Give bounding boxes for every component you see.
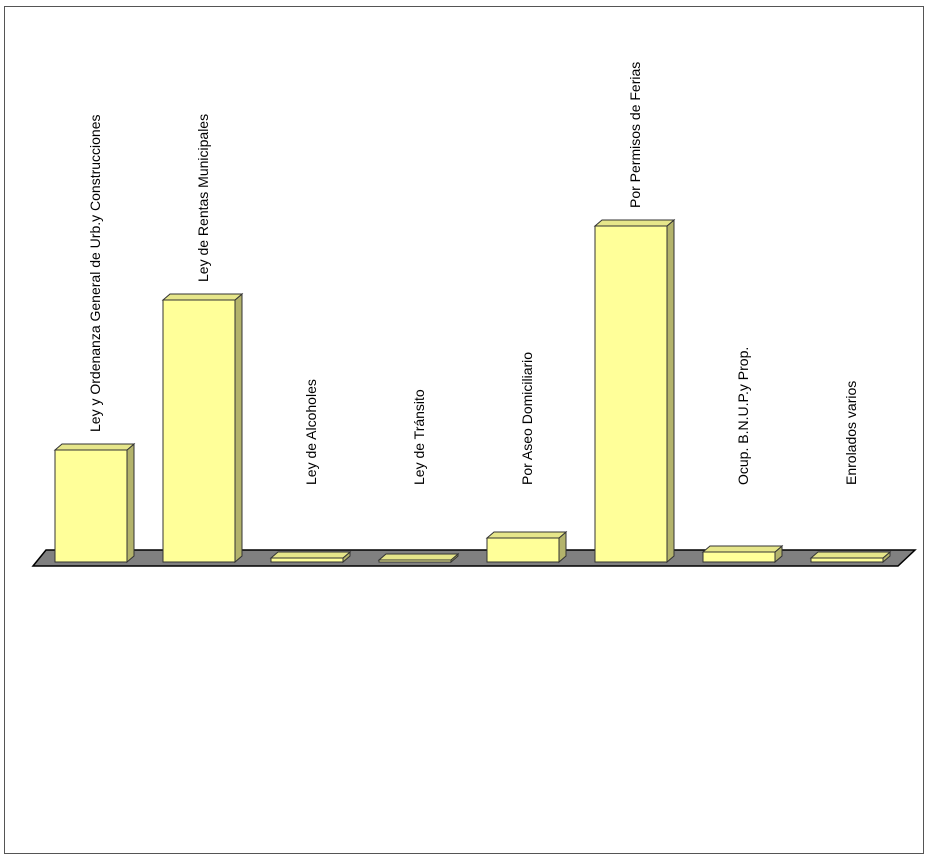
bar-top xyxy=(485,531,568,539)
bar xyxy=(269,550,352,564)
bar-top xyxy=(161,293,244,301)
chart-floor xyxy=(31,549,917,567)
bar-side xyxy=(666,218,675,564)
bars-group xyxy=(53,218,892,564)
category-label: Por Permisos de Ferias xyxy=(627,62,643,208)
category-label: Ley de Alcoholes xyxy=(303,379,319,485)
bar-front xyxy=(162,299,236,563)
bar-top xyxy=(53,443,136,451)
category-label: Por Aseo Domiciliario xyxy=(519,352,535,485)
category-label: Ley de Rentas Municipales xyxy=(195,114,211,282)
bar xyxy=(377,552,460,564)
bar-top xyxy=(809,551,892,559)
bar-front xyxy=(378,559,452,563)
bar-top xyxy=(593,219,676,227)
bar-chart: Ley y Ordenanza General de Urb.y Constru… xyxy=(31,62,917,567)
labels-group: Ley y Ordenanza General de Urb.y Constru… xyxy=(87,62,859,485)
bar-front xyxy=(810,557,884,563)
bar xyxy=(53,442,136,564)
bar-front xyxy=(54,449,128,563)
category-label: Ocup. B.N.U.P.y Prop. xyxy=(735,347,751,485)
category-label: Ley y Ordenanza General de Urb.y Constru… xyxy=(87,115,103,433)
bar-front xyxy=(702,551,776,563)
bar-side xyxy=(126,442,135,564)
bar-side xyxy=(234,292,243,564)
bar-top xyxy=(269,551,352,559)
bar-top xyxy=(701,545,784,553)
bar xyxy=(809,550,892,564)
bar xyxy=(701,544,784,564)
bar xyxy=(593,218,676,564)
chart-frame: Ley y Ordenanza General de Urb.y Constru… xyxy=(4,6,924,854)
bar xyxy=(161,292,244,564)
category-label: Ley de Tránsito xyxy=(411,389,427,485)
bar xyxy=(485,530,568,564)
bar-front xyxy=(486,537,560,563)
bar-front xyxy=(270,557,344,563)
bar-top xyxy=(377,553,460,561)
bar-front xyxy=(594,225,668,563)
category-label: Enrolados varios xyxy=(843,381,859,485)
